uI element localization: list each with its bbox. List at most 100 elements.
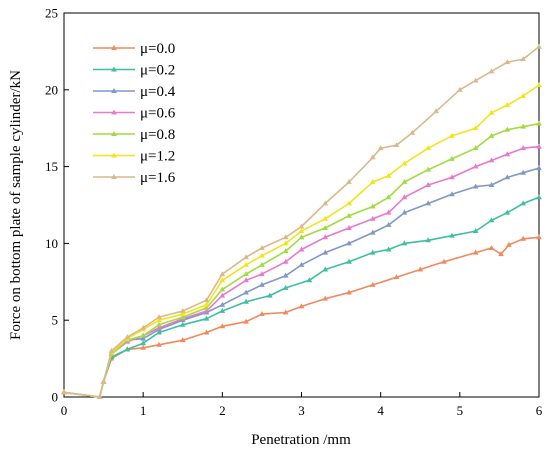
legend-marker xyxy=(111,109,117,115)
data-point xyxy=(346,240,352,246)
data-point xyxy=(259,245,265,250)
x-tick-label: 5 xyxy=(457,403,464,418)
y-tick-label: 25 xyxy=(45,6,58,21)
data-point xyxy=(346,178,352,184)
data-point xyxy=(449,132,455,138)
data-point xyxy=(282,234,289,240)
data-point xyxy=(298,261,305,267)
data-point xyxy=(401,194,408,200)
data-point xyxy=(425,200,432,206)
data-point xyxy=(425,182,432,187)
data-point xyxy=(520,145,527,151)
series-line xyxy=(63,84,540,398)
legend-item: μ=0.6 xyxy=(93,106,176,122)
data-point xyxy=(243,277,249,283)
data-point xyxy=(472,163,479,169)
data-point xyxy=(140,335,147,341)
data-point xyxy=(298,303,305,309)
data-point xyxy=(498,251,504,257)
data-point xyxy=(156,321,162,327)
legend-label: μ=0.2 xyxy=(140,63,175,79)
data-point xyxy=(259,261,265,267)
data-point xyxy=(346,212,352,218)
y-tick-label: 10 xyxy=(45,236,58,251)
data-point xyxy=(385,246,392,252)
data-point xyxy=(259,271,265,277)
data-point xyxy=(322,200,329,206)
legend-marker xyxy=(111,88,117,93)
data-point xyxy=(441,258,447,264)
data-point xyxy=(472,145,479,151)
data-point xyxy=(369,249,376,255)
data-point xyxy=(504,126,511,132)
legend-label: μ=1.6 xyxy=(140,170,176,186)
legend-label: μ=0.4 xyxy=(140,84,176,100)
data-point xyxy=(243,261,249,267)
x-tick-label: 3 xyxy=(298,403,305,418)
data-point xyxy=(179,314,186,320)
data-point xyxy=(472,228,479,234)
x-axis-title: Penetration /mm xyxy=(251,432,351,448)
legend: μ=0.0 μ=0.2 μ=0.4 μ=0.6 μ=0.8 μ=1.2 μ=1.6 xyxy=(93,41,176,186)
data-point xyxy=(179,307,186,313)
data-point xyxy=(156,314,162,320)
data-point xyxy=(219,307,226,313)
data-point xyxy=(346,225,352,230)
series-line xyxy=(63,122,540,398)
data-point xyxy=(488,109,495,115)
legend-label: μ=0.8 xyxy=(140,127,175,143)
data-point xyxy=(282,309,289,315)
data-point xyxy=(346,258,352,264)
data-point xyxy=(306,277,313,283)
data-point xyxy=(536,143,542,149)
data-point xyxy=(259,252,265,258)
legend-marker xyxy=(111,174,117,179)
legend-item: μ=0.8 xyxy=(93,127,175,143)
data-point xyxy=(385,194,392,200)
data-point xyxy=(219,286,226,292)
data-point xyxy=(156,329,162,335)
data-point xyxy=(369,281,376,287)
data-point xyxy=(322,295,329,301)
data-point xyxy=(266,292,273,298)
x-tick-label: 4 xyxy=(377,403,384,418)
legend-label: μ=1.2 xyxy=(140,149,175,165)
data-point xyxy=(100,378,107,384)
data-point xyxy=(536,234,542,240)
data-point xyxy=(433,108,439,114)
data-point xyxy=(472,125,479,131)
y-tick-label: 5 xyxy=(52,313,59,328)
data-point xyxy=(219,292,226,298)
data-point xyxy=(243,254,249,260)
legend-item: μ=0.0 xyxy=(93,41,175,57)
data-point xyxy=(96,394,103,399)
series-6 xyxy=(61,43,542,399)
data-point xyxy=(449,191,455,197)
data-point xyxy=(282,258,289,264)
data-point xyxy=(506,241,512,247)
data-point xyxy=(377,145,384,151)
data-point xyxy=(140,340,147,346)
data-point xyxy=(488,68,495,74)
data-point xyxy=(425,166,432,172)
data-point xyxy=(282,272,289,278)
data-point xyxy=(385,221,392,227)
data-point xyxy=(61,389,67,395)
data-point xyxy=(401,240,408,246)
data-point xyxy=(298,234,305,240)
data-point xyxy=(488,217,495,223)
data-point xyxy=(322,266,329,272)
data-point xyxy=(504,151,511,157)
data-point xyxy=(219,277,226,283)
data-point xyxy=(322,249,329,255)
data-point xyxy=(472,249,479,255)
series-0 xyxy=(61,234,542,399)
data-point xyxy=(393,142,400,148)
data-point xyxy=(243,271,249,277)
data-point xyxy=(219,323,226,329)
series-line xyxy=(63,46,540,398)
data-point xyxy=(282,248,289,254)
data-point xyxy=(179,321,186,327)
data-point xyxy=(203,315,210,321)
